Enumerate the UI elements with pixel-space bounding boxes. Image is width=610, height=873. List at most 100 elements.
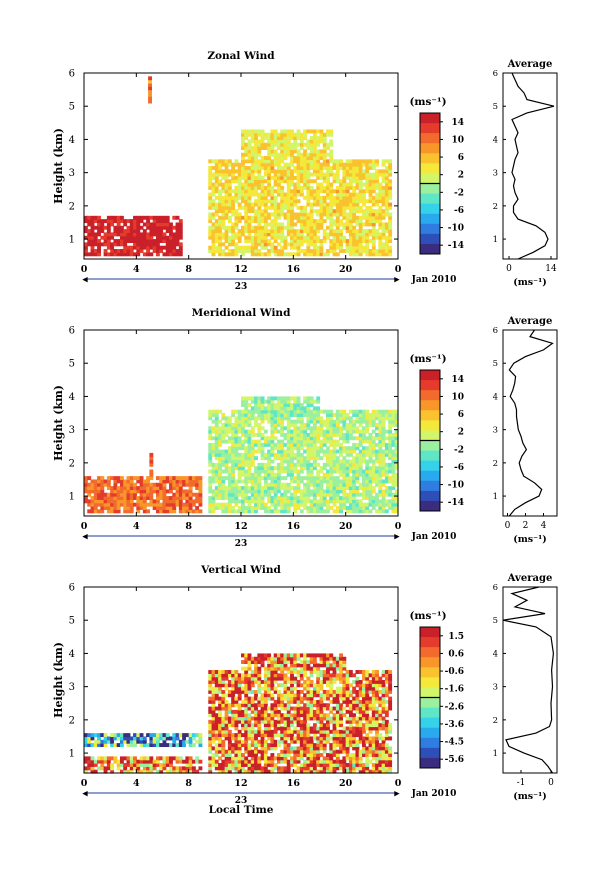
heatmap-cell bbox=[362, 509, 366, 514]
heatmap-cell bbox=[276, 696, 281, 701]
heatmap-cell bbox=[227, 746, 232, 751]
heatmap-cell bbox=[175, 482, 180, 487]
heatmap-cell bbox=[273, 235, 278, 240]
heatmap-cell bbox=[293, 479, 298, 484]
heatmap-cell bbox=[254, 219, 258, 224]
heatmap-cell bbox=[342, 456, 347, 461]
heatmap-cell bbox=[247, 172, 252, 177]
heatmap-cell bbox=[126, 756, 131, 761]
heatmap-cell bbox=[270, 696, 275, 701]
heatmap-cell bbox=[290, 423, 294, 427]
heatmap-cell bbox=[198, 502, 203, 507]
heatmap-cell bbox=[286, 733, 291, 738]
heatmap-cell bbox=[90, 229, 95, 234]
heatmap-cell bbox=[188, 756, 193, 761]
heatmap-cell bbox=[267, 693, 272, 698]
heatmap-cell bbox=[231, 436, 236, 441]
heatmap-cell bbox=[224, 763, 229, 767]
heatmap-cell bbox=[299, 215, 304, 220]
heatmap-cell bbox=[123, 486, 128, 491]
heatmap-cell bbox=[316, 469, 321, 474]
heatmap-cell bbox=[136, 245, 141, 250]
heatmap-cell bbox=[250, 179, 255, 184]
heatmap-cell bbox=[355, 222, 360, 227]
heatmap-cell bbox=[221, 159, 226, 164]
average-profile-line bbox=[508, 329, 554, 517]
heatmap-cell bbox=[348, 199, 353, 204]
heatmap-cell bbox=[218, 472, 222, 477]
heatmap-cell bbox=[381, 506, 386, 510]
heatmap-cell bbox=[126, 235, 131, 240]
heatmap-cell bbox=[188, 743, 193, 748]
heatmap-cell bbox=[152, 489, 157, 494]
heatmap-cell bbox=[283, 456, 288, 461]
heatmap-cell bbox=[159, 229, 164, 234]
heatmap-cell bbox=[371, 219, 376, 224]
heatmap-cell bbox=[257, 229, 262, 234]
heatmap-cell bbox=[352, 215, 357, 220]
heatmap-cell bbox=[263, 235, 268, 240]
heatmap-cell bbox=[244, 396, 249, 401]
heatmap-cell bbox=[286, 729, 291, 734]
heatmap-cell bbox=[276, 743, 281, 748]
heatmap-cell bbox=[224, 459, 229, 464]
heatmap-cell bbox=[208, 499, 213, 504]
heatmap-cell bbox=[221, 439, 226, 444]
heatmap-cell bbox=[280, 719, 285, 724]
heatmap-cell bbox=[283, 413, 288, 417]
heatmap-cell bbox=[214, 506, 219, 510]
heatmap-cell bbox=[335, 215, 340, 220]
heatmap-cell bbox=[299, 179, 304, 184]
heatmap-cell bbox=[276, 189, 281, 194]
heatmap-cell bbox=[290, 156, 294, 160]
heatmap-cell bbox=[234, 409, 239, 414]
heatmap-cell bbox=[254, 242, 258, 247]
heatmap-cell bbox=[234, 680, 239, 684]
heatmap-cell bbox=[244, 459, 249, 464]
heatmap-cell bbox=[276, 232, 281, 237]
heatmap-cell bbox=[142, 239, 147, 243]
heatmap-cell bbox=[309, 502, 314, 507]
heatmap-cell bbox=[247, 215, 252, 220]
heatmap-cell bbox=[260, 409, 265, 414]
heatmap-cell bbox=[175, 766, 180, 771]
heatmap-cell bbox=[339, 449, 343, 454]
heatmap-cell bbox=[116, 249, 121, 253]
heatmap-cell bbox=[175, 769, 180, 774]
heatmap-cell bbox=[97, 509, 101, 514]
heatmap-cell bbox=[119, 769, 124, 774]
heatmap-cell bbox=[270, 472, 275, 477]
heatmap-cell bbox=[244, 219, 249, 224]
heatmap-cell bbox=[260, 476, 265, 481]
heatmap-cell bbox=[352, 199, 357, 204]
heatmap-cell bbox=[244, 486, 249, 491]
heatmap-cell bbox=[296, 709, 301, 714]
colorbar-segment bbox=[420, 213, 440, 225]
heatmap-cell bbox=[244, 175, 249, 180]
heatmap-cell bbox=[244, 199, 249, 204]
heatmap-cell bbox=[329, 239, 334, 243]
heatmap-cell bbox=[342, 215, 347, 220]
heatmap-cell bbox=[224, 693, 229, 698]
heatmap-cell bbox=[250, 482, 255, 487]
heatmap-cell bbox=[296, 699, 301, 704]
heatmap-cell bbox=[218, 713, 222, 718]
heatmap-cell bbox=[244, 456, 249, 461]
heatmap-cell bbox=[139, 499, 144, 504]
heatmap-cell bbox=[293, 399, 298, 404]
heatmap-cell bbox=[276, 212, 281, 217]
heatmap-cell bbox=[113, 733, 118, 738]
heatmap-cell bbox=[355, 442, 360, 447]
y-tick-label: 1 bbox=[69, 235, 75, 246]
heatmap-cell bbox=[335, 489, 340, 494]
y-tick-label: 5 bbox=[69, 359, 75, 370]
heatmap-cell bbox=[224, 713, 229, 718]
heatmap-cell bbox=[208, 172, 213, 177]
heatmap-cell bbox=[267, 136, 272, 141]
heatmap-cell bbox=[152, 486, 157, 491]
heatmap-cell bbox=[280, 492, 285, 497]
heatmap-cell bbox=[227, 486, 232, 491]
heatmap-cell bbox=[335, 466, 340, 471]
heatmap-cell bbox=[254, 416, 258, 421]
heatmap-cell bbox=[339, 496, 343, 500]
